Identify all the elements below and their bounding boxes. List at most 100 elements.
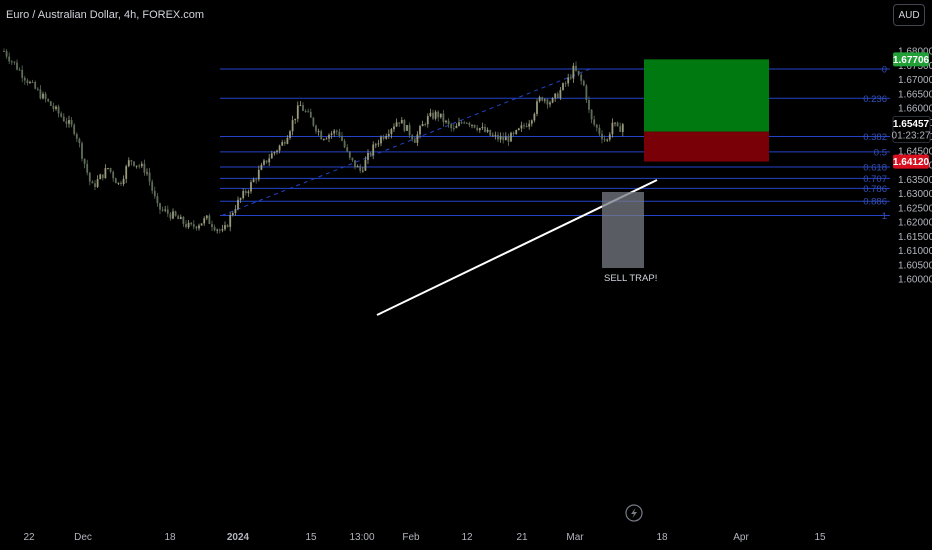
- candle-body: [140, 163, 143, 167]
- candle-body: [96, 179, 99, 187]
- candle-body: [463, 122, 466, 124]
- price-tick-label: 1.63000: [898, 189, 932, 200]
- candle-body: [320, 131, 323, 140]
- candle-body: [16, 62, 18, 70]
- candle-body: [512, 132, 515, 134]
- time-tick-label: Apr: [733, 532, 749, 543]
- candle-body: [541, 97, 544, 101]
- candle-body: [3, 51, 5, 52]
- candlesticks: [3, 48, 624, 234]
- candle-body: [29, 81, 31, 84]
- candle-body: [283, 142, 286, 144]
- candle-body: [112, 171, 115, 179]
- price-tick-label: 1.67000: [898, 75, 932, 86]
- candle-body: [125, 166, 128, 179]
- candle-body: [55, 106, 57, 109]
- candle-body: [403, 119, 406, 131]
- currency-button[interactable]: AUD: [893, 4, 925, 26]
- candle-body: [325, 138, 328, 140]
- candle-body: [250, 182, 252, 192]
- candle-body: [515, 130, 518, 134]
- candle-body: [203, 218, 206, 224]
- price-axis-background[interactable]: [890, 30, 932, 525]
- time-tick-label: 15: [814, 532, 826, 543]
- candle-body: [530, 120, 533, 124]
- candle-body: [343, 140, 346, 148]
- candle-body: [356, 165, 359, 168]
- candle-body: [364, 159, 367, 171]
- candle-body: [478, 128, 481, 131]
- drawings[interactable]: SELL TRAP!: [376, 179, 658, 316]
- candle-body: [174, 211, 177, 216]
- candle-body: [549, 102, 551, 105]
- stop-badge-bg: [893, 154, 929, 169]
- candle-body: [195, 226, 198, 229]
- time-tick-label: 2024: [227, 532, 250, 543]
- candle-body: [153, 190, 156, 197]
- candle-body: [367, 152, 369, 160]
- candle-body: [218, 229, 221, 231]
- candle-body: [328, 134, 330, 139]
- candle-body: [510, 132, 512, 142]
- candle-body: [458, 122, 460, 126]
- candle-body: [385, 135, 388, 139]
- candle-body: [564, 83, 567, 85]
- lightning-icon[interactable]: [625, 504, 643, 522]
- loss-zone: [644, 131, 769, 162]
- candle-body: [556, 93, 559, 99]
- candle-body: [408, 125, 411, 136]
- candle-body: [419, 126, 421, 135]
- current-price-badge-bg: [892, 115, 931, 143]
- position-zones[interactable]: [644, 59, 769, 162]
- candle-body: [497, 134, 499, 140]
- candle-body: [265, 160, 268, 163]
- candle-body: [486, 129, 489, 132]
- candle-body: [65, 121, 68, 124]
- candle-body: [47, 99, 50, 102]
- candle-body: [205, 215, 208, 219]
- candle-body: [86, 163, 89, 173]
- candle-body: [114, 178, 117, 184]
- time-tick-label: 22: [23, 532, 35, 543]
- candle-body: [36, 88, 39, 90]
- candle-body: [601, 133, 603, 140]
- candle-body: [239, 198, 242, 200]
- candle-body: [260, 164, 263, 170]
- candle-body: [133, 161, 135, 166]
- candle-body: [517, 128, 520, 131]
- candle-body: [156, 196, 159, 204]
- profit-zone: [644, 59, 769, 132]
- candle-body: [268, 158, 271, 163]
- candle-body: [26, 80, 29, 84]
- candle-body: [354, 160, 356, 168]
- time-tick-label: 13:00: [349, 532, 374, 543]
- candle-body: [374, 144, 377, 146]
- candle-body: [434, 111, 437, 119]
- chart-title: Euro / Australian Dollar, 4h, FOREX.com: [6, 9, 205, 21]
- candle-body: [81, 143, 83, 159]
- candle-body: [468, 123, 471, 126]
- candle-body: [387, 134, 390, 136]
- price-tick-label: 1.62000: [898, 218, 932, 229]
- candle-body: [499, 136, 502, 140]
- candle-body: [569, 77, 572, 79]
- candle-body: [70, 120, 73, 125]
- fibonacci-retracement[interactable]: [220, 68, 890, 216]
- candle-body: [577, 70, 580, 75]
- fib-level-label: 0.236: [863, 94, 887, 105]
- candle-body: [247, 191, 250, 194]
- candle-body: [390, 129, 393, 135]
- price-tick-label: 1.60000: [898, 275, 932, 286]
- candle-body: [104, 168, 107, 179]
- candle-body: [588, 100, 590, 110]
- current-price-badge: 1.65457: [893, 119, 930, 130]
- candle-body: [523, 125, 525, 127]
- candle-body: [341, 135, 343, 141]
- candle-body: [335, 130, 338, 132]
- candle-body: [166, 209, 169, 214]
- candle-body: [528, 123, 531, 127]
- time-axis[interactable]: 22 Dec 18 2024 15 13:00 Feb 12 21 Mar 18 Apr 15: [23, 532, 826, 543]
- candle-body: [299, 105, 302, 107]
